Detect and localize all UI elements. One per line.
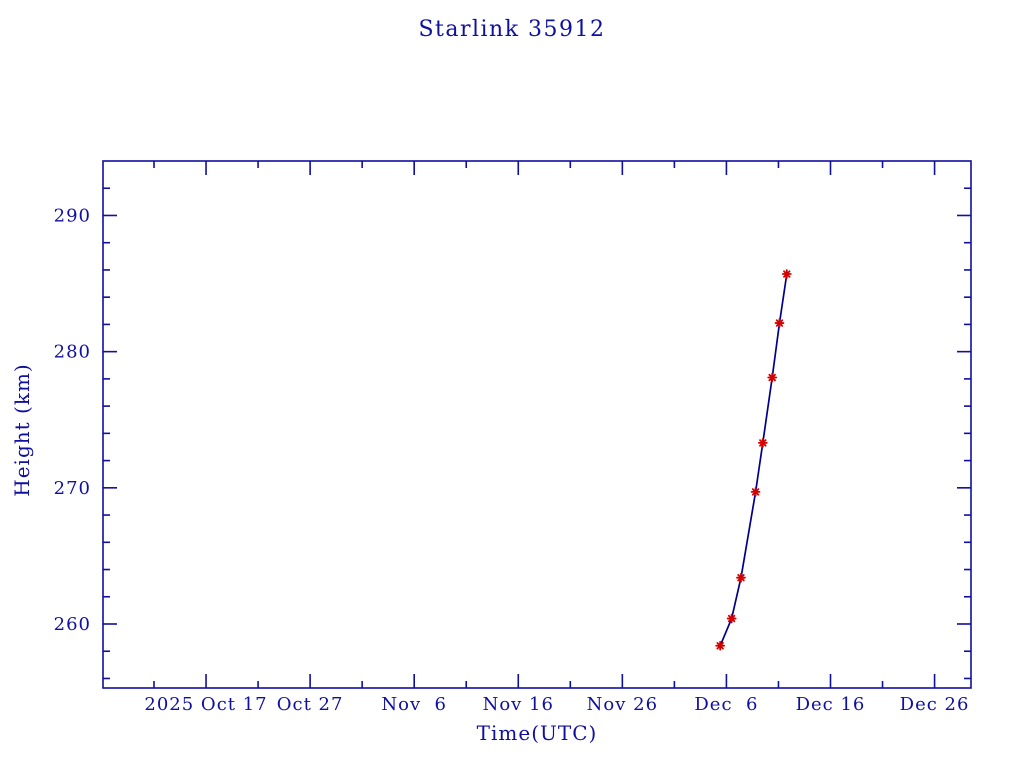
y-tick-label: 270 (54, 478, 91, 499)
x-axis-title: Time(UTC) (476, 721, 598, 745)
x-tick-label: 2025 Oct 17 (144, 694, 267, 715)
data-point-marker (736, 572, 746, 583)
y-tick-label: 290 (54, 205, 91, 226)
data-point-marker (715, 640, 726, 651)
series-line (719, 273, 788, 647)
x-tick-label: Nov 6 (381, 694, 447, 715)
x-tick-label: Nov 26 (587, 694, 658, 715)
y-tick-label: 280 (54, 342, 91, 363)
y-axis-title: Height (km) (10, 363, 34, 497)
data-point-marker (750, 487, 761, 497)
x-tick-label: Dec 16 (796, 694, 866, 715)
x-tick-label: Nov 16 (483, 694, 554, 715)
plot-frame (102, 160, 972, 689)
data-point-marker (726, 613, 737, 624)
y-tick-label: 260 (54, 614, 91, 635)
x-tick-label: Dec 26 (900, 694, 970, 715)
data-point-marker (767, 372, 778, 383)
x-tick-label: Dec 6 (694, 694, 758, 715)
data-point-marker (774, 318, 785, 328)
chart-title: Starlink 35912 (418, 17, 606, 42)
data-point-marker (781, 269, 792, 279)
x-tick-label: Oct 27 (277, 694, 344, 715)
data-point-marker (757, 437, 768, 448)
